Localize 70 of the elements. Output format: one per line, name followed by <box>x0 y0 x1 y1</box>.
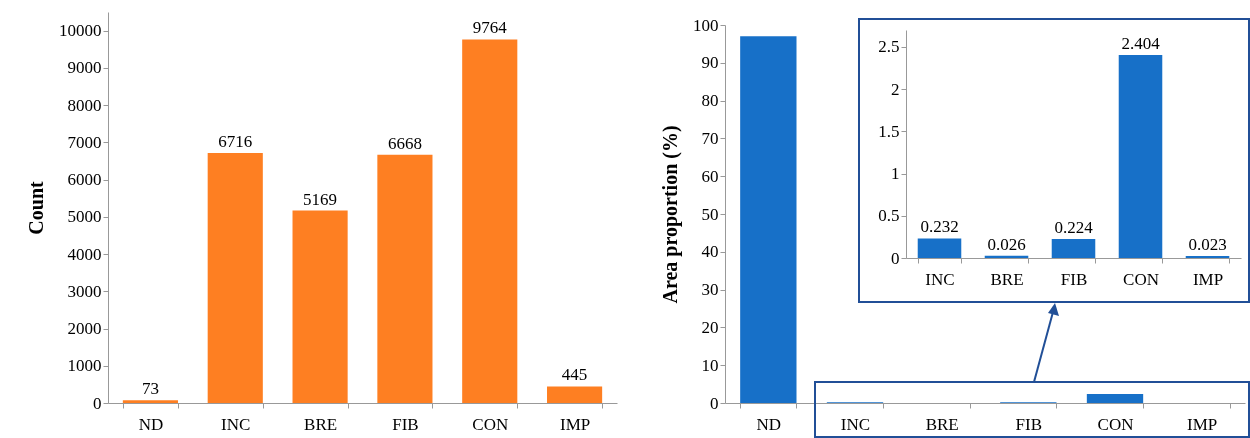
y-tick-label: 0.5 <box>878 206 900 226</box>
bar <box>1086 393 1144 403</box>
y-tick-label: 9000 <box>67 58 102 78</box>
x-tick-label: FIB <box>392 414 419 434</box>
x-tick-label: CON <box>1123 269 1159 289</box>
x-tick-label: CON <box>1097 414 1134 434</box>
data-label: 2.404 <box>1121 34 1161 53</box>
y-tick-label: 1.5 <box>878 121 900 141</box>
y-tick-label: 4000 <box>67 244 102 264</box>
y-tick-label: 90 <box>701 53 719 73</box>
bar <box>207 152 263 403</box>
bar <box>740 36 797 403</box>
y-tick-label: 2000 <box>67 319 102 339</box>
y-axis-title: Area proportion (%) <box>659 125 682 304</box>
bar <box>984 255 1029 258</box>
y-tick-label: 50 <box>701 204 719 224</box>
x-tick-label: ND <box>756 414 782 434</box>
y-tick-label: 5000 <box>67 207 102 227</box>
x-tick-label: INC <box>840 414 871 434</box>
y-tick-label: 0 <box>93 393 102 413</box>
data-label: 73 <box>141 379 159 399</box>
x-tick-label: IMP <box>1192 269 1224 289</box>
y-tick-label: 0 <box>710 393 719 413</box>
data-label: 5169 <box>303 189 338 209</box>
y-tick-label: 1 <box>891 164 900 184</box>
y-tick-label: 7000 <box>67 132 102 152</box>
x-tick-label: INC <box>925 269 955 289</box>
data-label: 0.023 <box>1188 235 1227 255</box>
bar <box>1118 55 1163 258</box>
y-tick-label: 20 <box>701 317 719 337</box>
y-tick-label: 8000 <box>67 95 102 115</box>
x-tick-label: FIB <box>1015 414 1043 434</box>
y-tick-label: 1000 <box>67 356 102 376</box>
y-tick-label: 40 <box>701 242 719 262</box>
bar <box>292 210 348 403</box>
bar <box>1051 239 1096 258</box>
x-tick-label: BRE <box>304 414 338 434</box>
bar <box>377 154 433 403</box>
y-tick-label: 10 <box>701 355 719 375</box>
data-label: 9764 <box>472 18 508 38</box>
y-tick-label: 3000 <box>67 281 102 301</box>
data-label: 445 <box>561 365 588 385</box>
y-tick-label: 2 <box>891 79 900 99</box>
y-tick-label: 10000 <box>59 21 102 41</box>
x-tick-label: FIB <box>1060 269 1088 289</box>
data-label: 0.026 <box>987 234 1026 254</box>
data-label: 0.224 <box>1054 218 1094 238</box>
y-tick-label: 2.5 <box>878 37 900 57</box>
x-tick-label: IMP <box>559 414 591 434</box>
bar <box>122 400 178 403</box>
x-tick-label: ND <box>138 414 164 434</box>
y-tick-label: 0 <box>891 248 900 268</box>
x-tick-label: CON <box>472 414 509 434</box>
bar <box>462 39 518 403</box>
y-tick-label: 60 <box>701 166 719 186</box>
x-tick-label: BRE <box>925 414 959 434</box>
data-label: 6668 <box>387 133 422 153</box>
data-label: 6716 <box>218 131 253 151</box>
bar <box>547 386 603 403</box>
y-tick-label: 100 <box>693 15 719 35</box>
x-tick-label: IMP <box>1187 414 1218 434</box>
y-tick-label: 70 <box>701 128 719 148</box>
y-axis-title: Count <box>25 180 47 235</box>
bar <box>917 238 962 258</box>
x-tick-label: BRE <box>990 269 1024 289</box>
y-tick-label: 30 <box>701 280 719 300</box>
data-label: 0.232 <box>920 217 959 237</box>
y-tick-label: 80 <box>701 91 719 111</box>
y-tick-label: 6000 <box>67 170 102 190</box>
x-tick-label: INC <box>221 414 251 434</box>
